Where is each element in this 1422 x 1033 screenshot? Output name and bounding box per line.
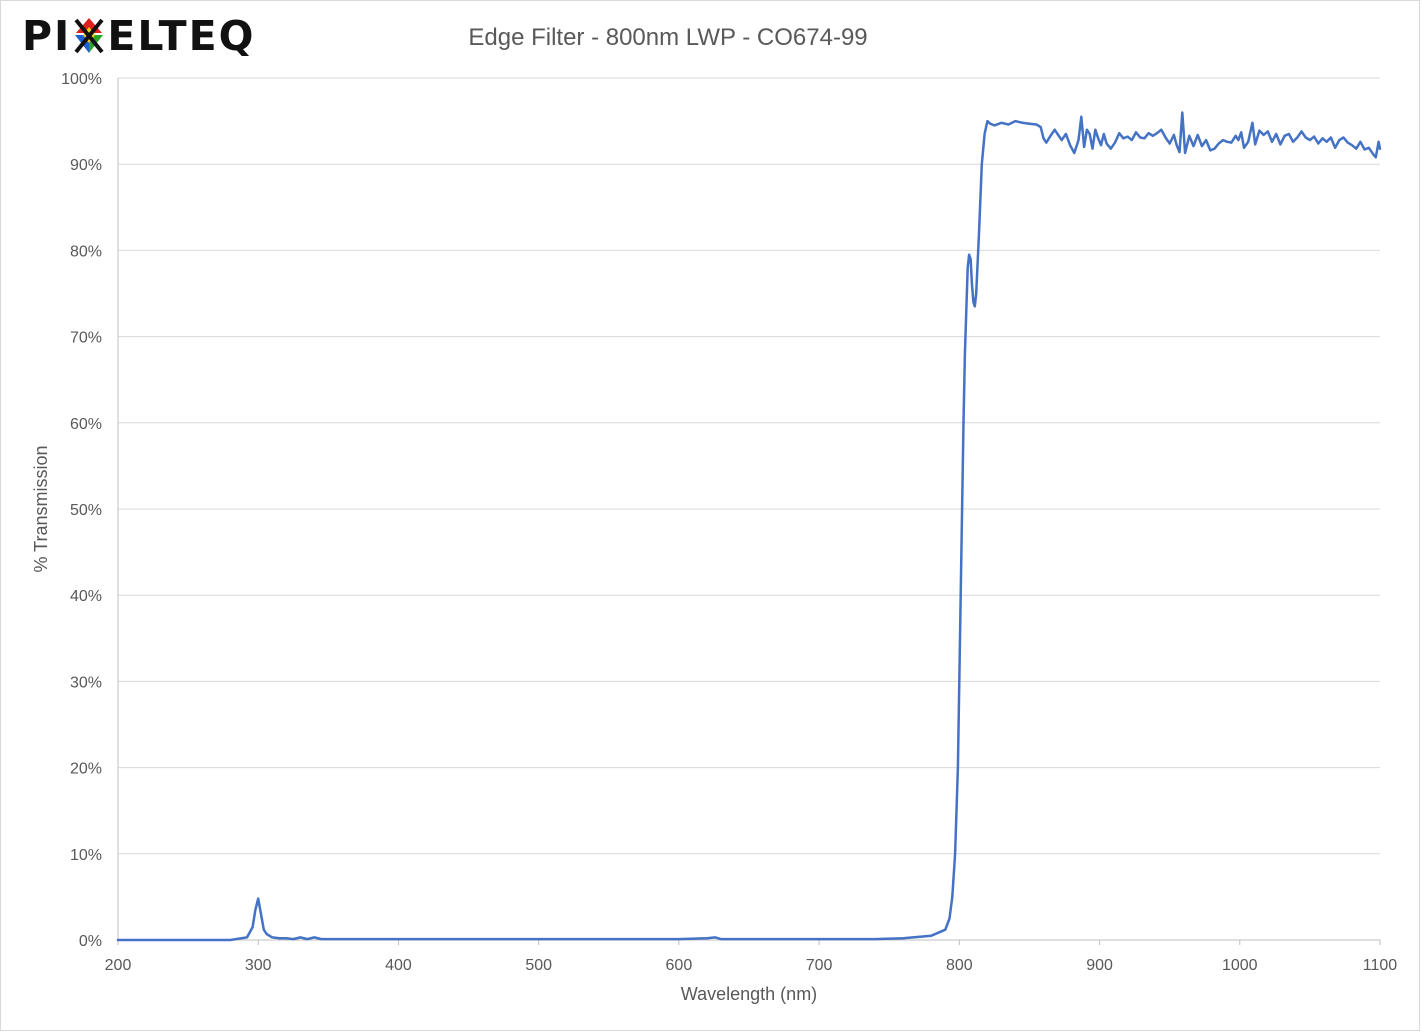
y-tick-label-0: 0% xyxy=(79,933,102,950)
x-tick-label-200: 200 xyxy=(105,957,132,974)
y-tick-label-60: 60% xyxy=(70,416,102,433)
y-tick-label-100: 100% xyxy=(61,71,102,88)
x-tick-label-600: 600 xyxy=(666,957,693,974)
chart-title: Edge Filter - 800nm LWP - CO674-99 xyxy=(468,24,868,51)
x-tick-label-900: 900 xyxy=(1086,957,1113,974)
y-tick-label-50: 50% xyxy=(70,502,102,519)
logo-text-left: PI xyxy=(22,12,72,60)
y-axis-title: % Transmission xyxy=(31,445,51,572)
x-tick-label-300: 300 xyxy=(245,957,272,974)
x-tick-label-700: 700 xyxy=(806,957,833,974)
y-tick-label-30: 30% xyxy=(70,674,102,691)
x-tick-label-1000: 1000 xyxy=(1222,957,1258,974)
y-tick-label-40: 40% xyxy=(70,588,102,605)
x-tick-label-400: 400 xyxy=(385,957,412,974)
logo-x-mark-icon xyxy=(74,18,104,54)
x-tick-label-500: 500 xyxy=(525,957,552,974)
x-tick-label-1100: 1100 xyxy=(1363,957,1398,974)
logo-text-right: ELTEQ xyxy=(107,12,256,60)
y-tick-label-20: 20% xyxy=(70,761,102,778)
x-axis-title: Wavelength (nm) xyxy=(681,984,817,1004)
y-tick-label-70: 70% xyxy=(70,330,102,347)
transmission-series-line-0 xyxy=(116,111,1382,942)
y-tick-label-90: 90% xyxy=(70,157,102,174)
x-tick-label-800: 800 xyxy=(946,957,973,974)
y-tick-label-80: 80% xyxy=(70,243,102,260)
y-tick-label-10: 10% xyxy=(70,847,102,864)
pixelteq-logo: PI ELTEQ xyxy=(22,12,256,60)
